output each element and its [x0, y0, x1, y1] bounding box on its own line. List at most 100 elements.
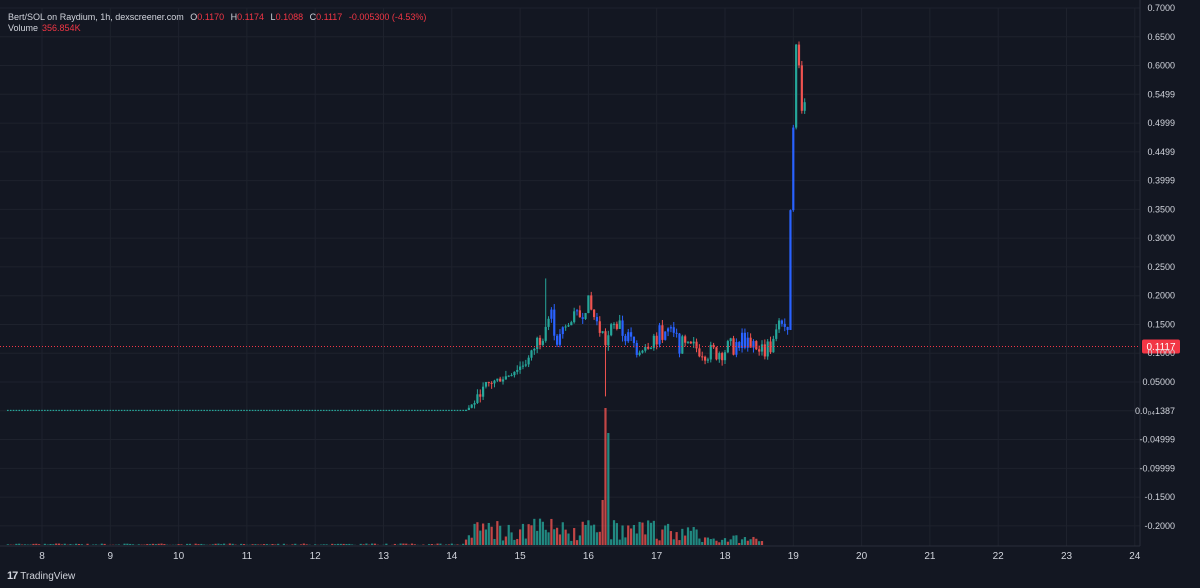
price-candle — [89, 409, 92, 412]
price-candle — [581, 317, 584, 319]
price-candle — [140, 409, 143, 412]
price-candle — [260, 409, 262, 412]
volume-bar — [188, 543, 192, 545]
price-candle — [72, 409, 75, 412]
price-candle — [758, 349, 761, 352]
price-candle — [240, 409, 243, 412]
price-candle — [44, 409, 46, 412]
price-candle — [558, 334, 562, 345]
price-candle — [135, 409, 137, 412]
price-candle — [157, 409, 160, 412]
price-candle — [769, 341, 772, 353]
price-candle — [777, 320, 781, 330]
price-candle — [510, 375, 513, 377]
price-candle — [431, 409, 433, 412]
volume-bar — [507, 524, 510, 545]
price-candle — [482, 386, 485, 397]
price-candle — [524, 364, 527, 366]
volume-bar — [533, 518, 536, 545]
price-candle — [721, 353, 724, 361]
price-candle — [516, 369, 519, 372]
price-candle — [561, 327, 564, 335]
price-candle — [18, 409, 21, 412]
price-candle — [192, 409, 194, 412]
price-candle — [487, 382, 490, 384]
price-candle — [217, 409, 220, 412]
price-candle — [402, 409, 405, 412]
price-candle — [174, 409, 177, 412]
volume-bar — [547, 532, 550, 545]
price-candle — [246, 409, 248, 412]
time-axis[interactable]: 8 9 10 11 12 13 14 15 16 17 18 19 20 21 22 23 24 — [0, 545, 1141, 562]
price-candle — [775, 329, 778, 339]
price-candle — [664, 331, 667, 340]
time-tick-label: 15 — [515, 551, 527, 562]
price-candle — [9, 409, 12, 412]
price-candle — [15, 409, 18, 412]
price-candle — [308, 409, 311, 412]
volume-bar — [487, 522, 490, 545]
time-tick-label: 14 — [446, 551, 458, 562]
tradingview-logo[interactable]: 17 TradingView — [7, 570, 75, 582]
price-candle — [322, 409, 325, 412]
price-candle — [783, 323, 786, 327]
volume-bar — [530, 525, 533, 545]
price-candle — [394, 409, 396, 412]
volume-bar — [598, 531, 601, 545]
price-candle — [644, 346, 647, 351]
price-candle — [615, 323, 618, 329]
price-tick-label: -0.1500 — [1144, 492, 1175, 502]
price-candle — [12, 409, 15, 412]
volume-bar — [342, 543, 345, 545]
price-candle — [354, 409, 356, 412]
time-tick-label: 21 — [924, 551, 936, 562]
volume-bar — [325, 544, 328, 545]
volume-bar — [362, 544, 365, 545]
price-candle — [504, 376, 507, 380]
price-candle — [590, 295, 593, 310]
price-axis[interactable]: 0.7000 0.6500 0.6000 0.5499 0.4999 0.4499 0.39… — [1135, 0, 1175, 546]
volume-bar — [351, 544, 354, 545]
volume-bar — [157, 543, 160, 545]
volume-bar — [160, 543, 163, 545]
price-candle — [575, 310, 579, 312]
price-candle — [550, 309, 553, 319]
price-candle — [166, 409, 169, 412]
price-candle — [490, 382, 493, 384]
price-candle — [379, 409, 382, 412]
price-candle — [257, 409, 260, 412]
price-candle — [681, 336, 684, 354]
volume-bar — [60, 544, 64, 545]
volume-bar — [578, 535, 581, 545]
price-tick-label: 0.2500 — [1147, 262, 1175, 272]
volume-bar — [561, 522, 564, 545]
price-candle — [399, 409, 402, 412]
price-candle — [172, 409, 174, 412]
volume-bar — [262, 544, 266, 545]
price-candle — [479, 394, 482, 397]
chart-grid — [0, 7, 1140, 546]
price-candle — [83, 409, 86, 412]
price-candle — [547, 318, 550, 327]
volume-bar — [322, 544, 325, 545]
volume-bar — [240, 543, 243, 545]
price-candle — [800, 65, 803, 111]
price-tick-label: 0.6500 — [1147, 32, 1175, 42]
volume-bar — [277, 543, 280, 545]
price-candle — [112, 409, 114, 412]
price-candle — [49, 409, 52, 412]
price-candle — [780, 320, 784, 324]
volume-bar — [365, 543, 368, 545]
volume-bar — [664, 525, 667, 545]
volume-bar — [484, 529, 488, 545]
price-chart[interactable]: 0.1117 0.7000 0.6500 0.6000 0.5499 0.4999 0.4… — [0, 0, 1200, 566]
volume-bar — [658, 540, 661, 545]
volume-bar — [163, 544, 166, 545]
price-candle — [473, 403, 476, 405]
price-candle — [641, 350, 644, 353]
volume-bar — [661, 529, 664, 545]
price-candle — [629, 332, 633, 337]
volume-bar — [649, 522, 653, 545]
price-candle — [337, 409, 339, 412]
price-candle — [638, 352, 641, 355]
